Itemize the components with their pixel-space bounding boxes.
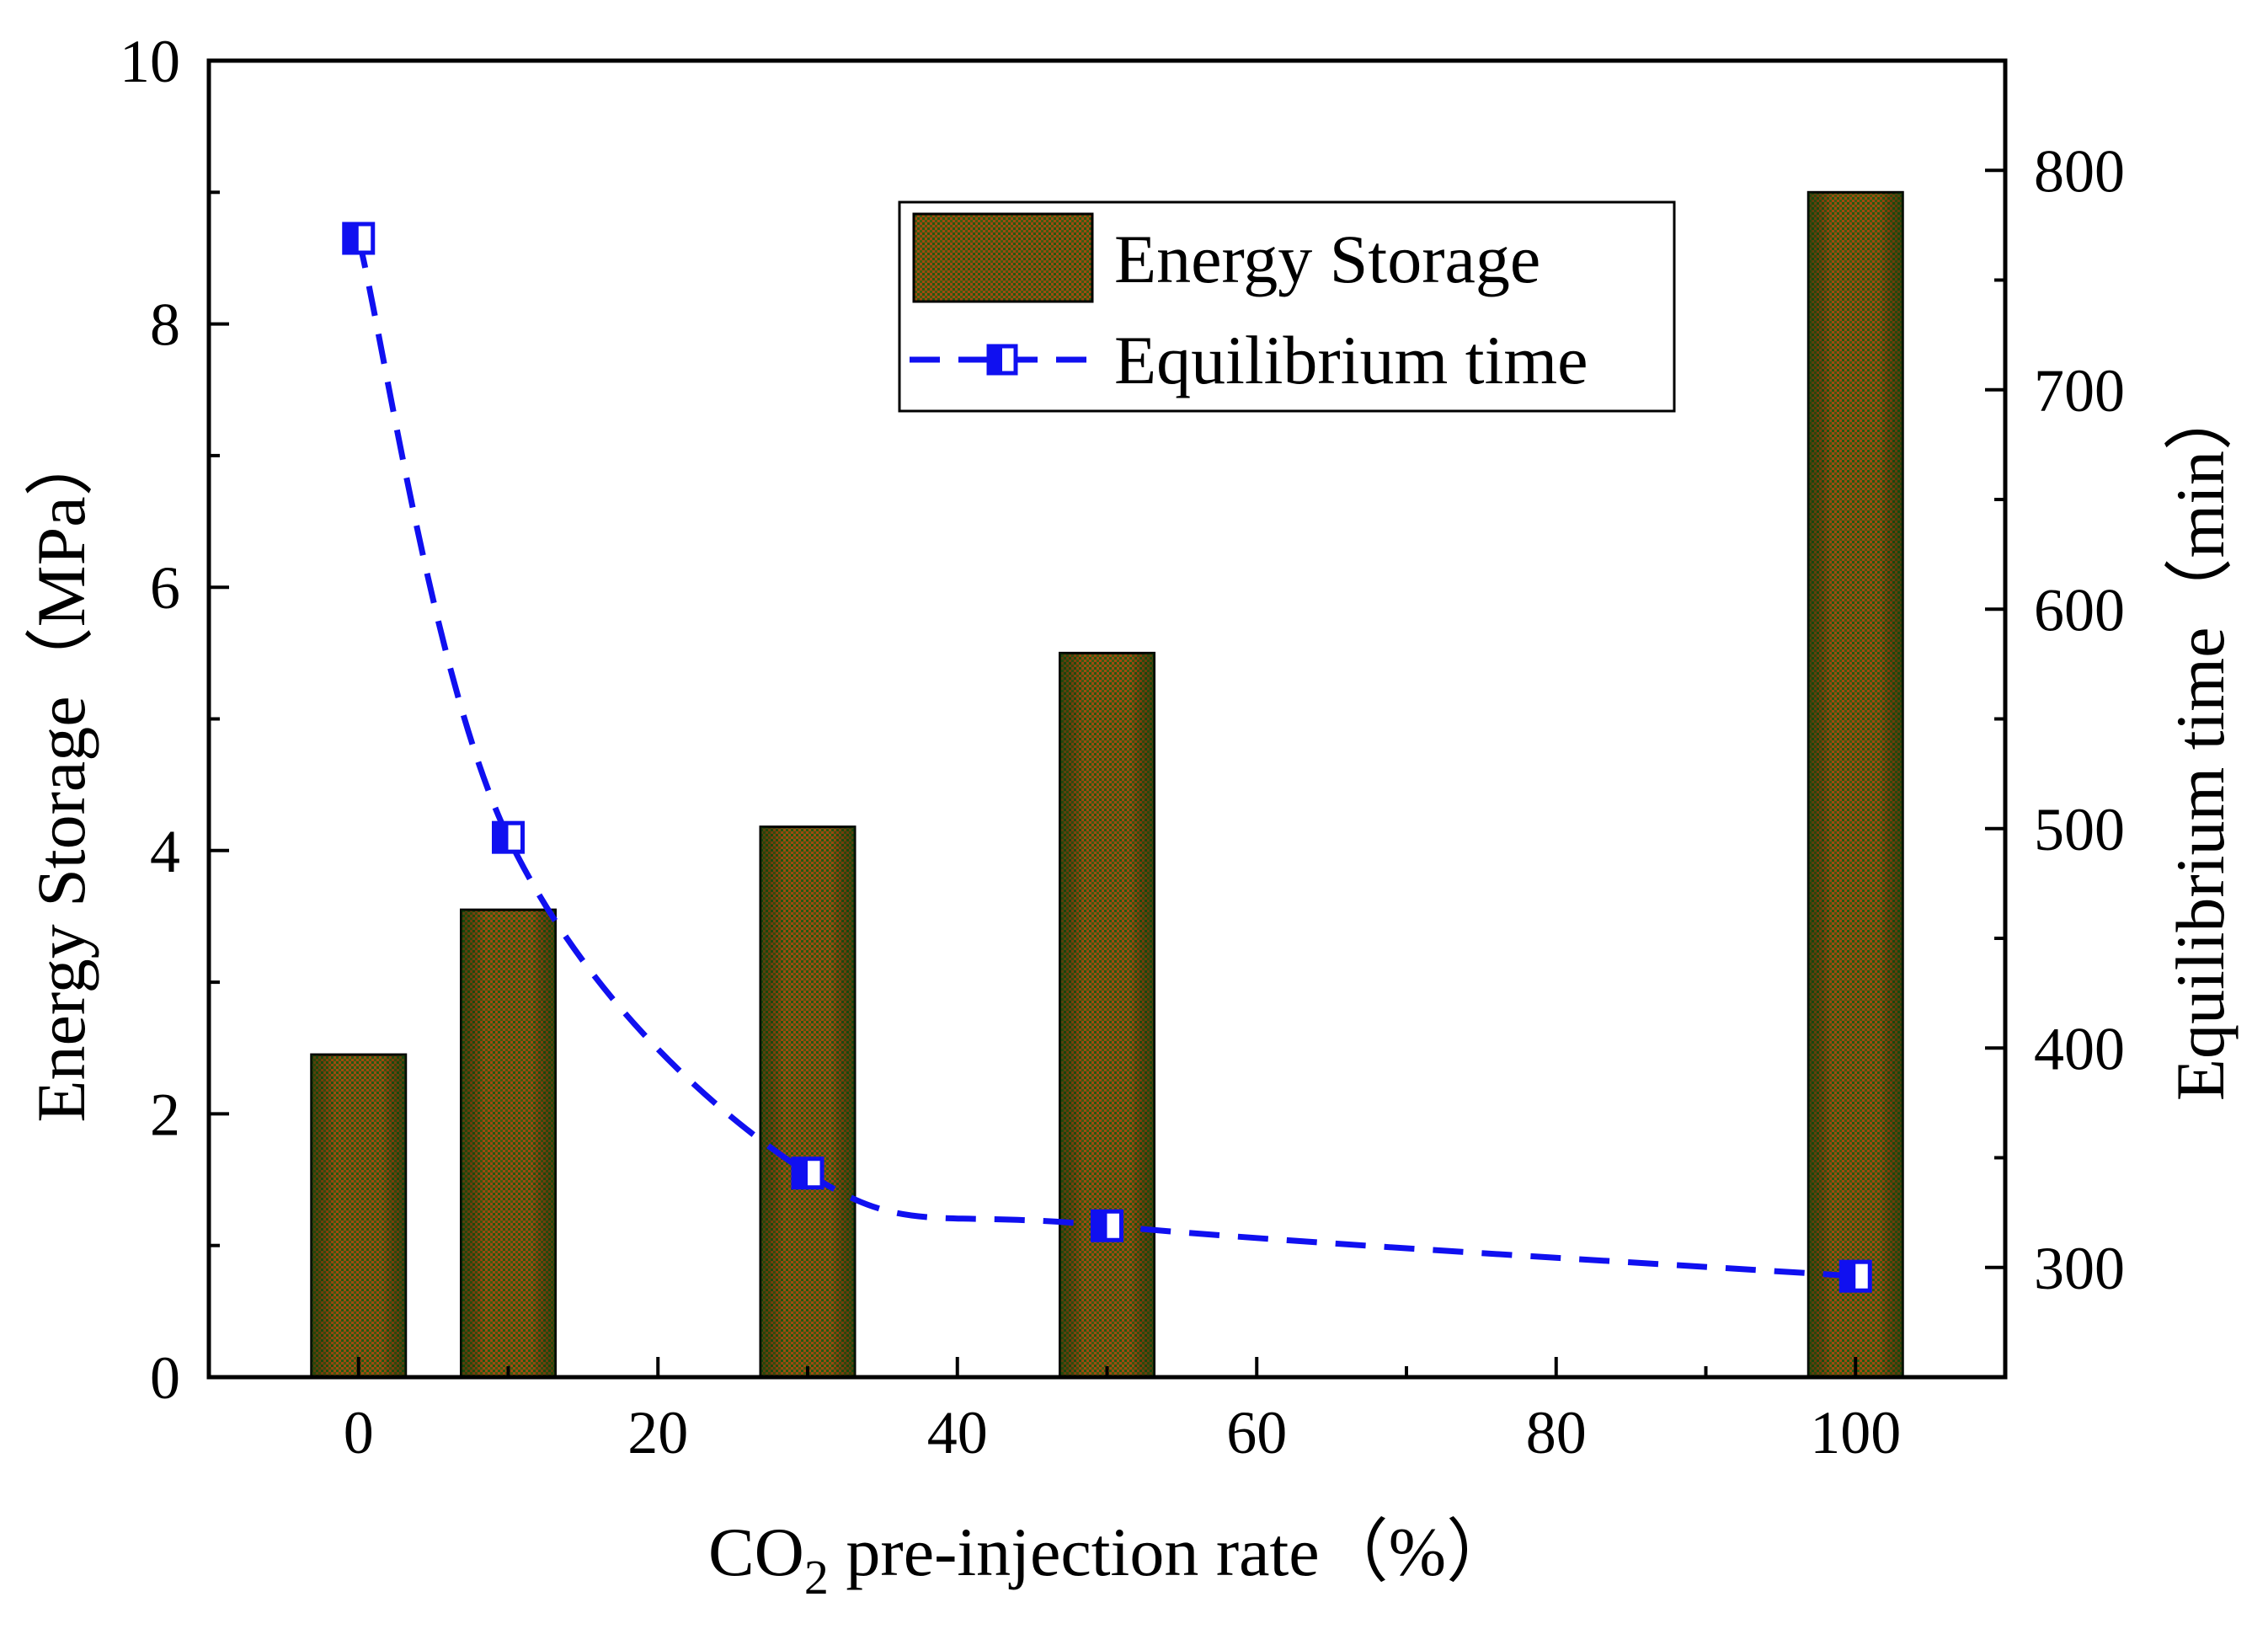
y-right-axis-title: Equilibrium time（min） <box>2162 382 2239 1101</box>
equilibrium-time-marker <box>1091 1209 1123 1242</box>
y-left-axis-ticks: 0 2 4 6 8 10 <box>120 28 229 1412</box>
y-left-tick-label: 2 <box>150 1081 180 1148</box>
x-tick-label: 60 <box>1226 1399 1287 1466</box>
equilibrium-time-marker <box>791 1156 824 1190</box>
equilibrium-time-marker <box>342 222 376 255</box>
x-axis-title: CO2 pre-injection rate（%） <box>708 1514 1515 1605</box>
equilibrium-time-marker <box>492 820 525 854</box>
y-right-tick-label: 400 <box>2034 1015 2125 1082</box>
x-tick-label: 80 <box>1526 1399 1587 1466</box>
equilibrium-time-markers <box>342 222 1872 1293</box>
x-tick-label: 100 <box>1810 1399 1901 1466</box>
y-left-tick-label: 8 <box>150 291 180 359</box>
y-right-tick-label: 300 <box>2034 1235 2125 1302</box>
x-axis-ticks: 0 20 40 60 80 100 <box>344 1357 1901 1466</box>
y-left-axis-title: Energy Storage（MPa） <box>23 427 99 1122</box>
x-tick-label: 0 <box>344 1399 374 1466</box>
energy-storage-bars <box>310 190 1904 1379</box>
energy-storage-bar-shade <box>311 1055 406 1377</box>
legend-marker-equilibrium-time <box>986 344 1018 376</box>
y-right-axis-ticks: 300 400 500 600 700 800 <box>1985 137 2125 1302</box>
y-left-tick-label: 10 <box>120 28 180 95</box>
y-left-tick-label: 4 <box>150 818 180 885</box>
y-right-tick-label: 800 <box>2034 137 2125 205</box>
legend-label-energy-storage: Energy Storage <box>1114 221 1540 297</box>
equilibrium-time-marker <box>1838 1259 1872 1293</box>
energy-storage-bar-shade <box>760 826 855 1377</box>
y-left-tick-label: 6 <box>150 554 180 622</box>
y-right-tick-label: 600 <box>2034 576 2125 644</box>
legend-swatch-energy-storage <box>912 212 1094 303</box>
y-right-tick-label: 500 <box>2034 796 2125 863</box>
energy-storage-bar-shade <box>1059 653 1155 1377</box>
legend-label-equilibrium-time: Equilibrium time <box>1114 322 1588 398</box>
x-tick-label: 20 <box>627 1399 688 1466</box>
y-right-tick-label: 700 <box>2034 357 2125 425</box>
y-left-tick-label: 0 <box>150 1344 180 1412</box>
legend: Energy Storage Equilibrium time <box>898 200 1676 413</box>
energy-storage-bar-shade <box>461 910 556 1377</box>
x-tick-label: 40 <box>927 1399 988 1466</box>
energy-storage-bar-shade <box>1808 192 1903 1377</box>
equilibrium-time-line <box>355 238 1856 1279</box>
